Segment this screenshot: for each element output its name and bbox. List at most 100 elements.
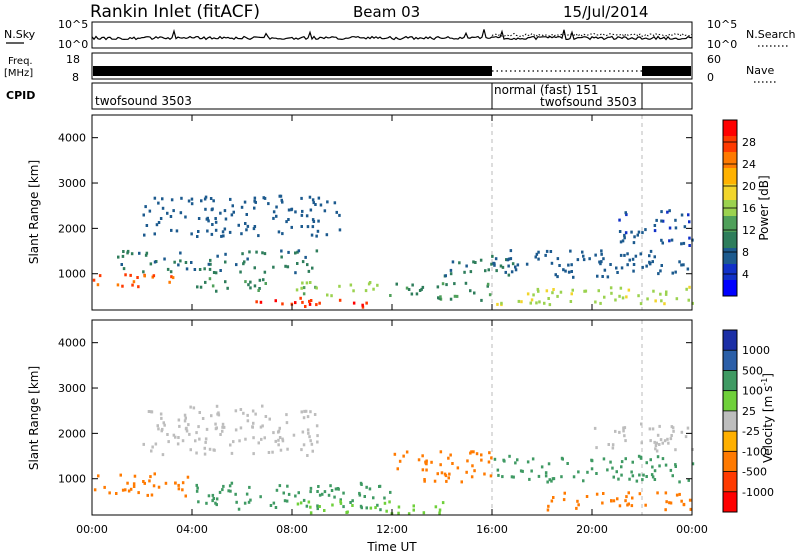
heatmap-cell	[638, 492, 642, 496]
heatmap-cell	[599, 301, 602, 305]
heatmap-cell	[179, 211, 183, 215]
heatmap-cell	[648, 262, 652, 266]
heatmap-cell	[494, 257, 498, 261]
heatmap-cell	[294, 251, 297, 255]
heatmap-cell	[598, 260, 601, 264]
heatmap-cell	[548, 478, 551, 482]
heatmap-cell	[637, 230, 641, 234]
heatmap-cell	[132, 280, 136, 284]
heatmap-cell	[441, 282, 445, 286]
heatmap-cell	[198, 411, 201, 414]
heatmap-cell	[159, 412, 163, 416]
heatmap-cell	[243, 200, 247, 204]
heatmap-cell	[170, 228, 173, 232]
heatmap-cell	[252, 436, 255, 440]
heatmap-cell	[300, 196, 303, 200]
heatmap-cell	[453, 282, 456, 286]
heatmap-cell	[129, 273, 132, 277]
heatmap-cell	[600, 249, 603, 253]
heatmap-cell	[132, 482, 136, 486]
heatmap-cell	[294, 271, 297, 275]
heatmap-cell	[153, 196, 157, 200]
heatmap-cell	[674, 270, 677, 274]
heatmap-cell	[651, 260, 654, 264]
heatmap-cell	[567, 270, 571, 274]
heatmap-cell	[664, 292, 668, 296]
heatmap-cell	[282, 491, 285, 495]
heatmap-cell	[333, 201, 337, 205]
heatmap-cell	[575, 506, 578, 510]
heatmap-cell	[537, 474, 541, 478]
heatmap-cell	[603, 268, 607, 272]
heatmap-cell	[307, 431, 310, 435]
heatmap-cell	[615, 266, 618, 270]
heatmap-cell	[316, 490, 319, 493]
heatmap-cell	[517, 299, 521, 303]
heatmap-cell	[184, 416, 187, 420]
heatmap-cell	[621, 296, 625, 300]
velocity-y-axis: 1000 2000 3000 4000	[58, 337, 692, 486]
heatmap-cell	[464, 281, 468, 285]
heatmap-cell	[642, 473, 645, 477]
heatmap-cell	[680, 242, 683, 246]
colorbar-swatch	[723, 451, 737, 472]
heatmap-cell	[469, 270, 473, 274]
heatmap-cell	[281, 232, 284, 236]
heatmap-cell	[680, 263, 683, 267]
colorbar-swatch	[723, 330, 737, 351]
heatmap-cell	[229, 197, 232, 201]
heatmap-cell	[178, 424, 181, 428]
heatmap-cell	[665, 500, 668, 504]
heatmap-cell	[267, 451, 271, 454]
heatmap-cell	[240, 205, 244, 209]
heatmap-cell	[358, 493, 362, 497]
heatmap-cell	[184, 261, 188, 264]
heatmap-cell	[625, 495, 628, 499]
colorbar-tick-label: -100	[742, 445, 767, 458]
heatmap-cell	[155, 223, 159, 227]
heatmap-cell	[465, 470, 468, 474]
heatmap-cell	[274, 439, 277, 443]
heatmap-cell	[166, 433, 169, 436]
heatmap-cell	[319, 203, 323, 207]
nsearch-tick-bottom: 10^0	[707, 38, 737, 51]
heatmap-cell	[489, 474, 493, 478]
heatmap-cell	[307, 269, 311, 273]
heatmap-cell	[639, 456, 643, 460]
heatmap-cell	[602, 492, 605, 495]
heatmap-cell	[239, 426, 243, 430]
heatmap-cell	[310, 233, 314, 237]
heatmap-cell	[572, 275, 575, 279]
heatmap-cell	[257, 234, 260, 238]
heatmap-cell	[618, 218, 621, 222]
heatmap-cell	[309, 486, 313, 490]
heatmap-cell	[290, 225, 293, 229]
heatmap-cell	[211, 499, 214, 503]
heatmap-cell	[268, 417, 271, 421]
heatmap-cell	[317, 196, 321, 200]
heatmap-cell	[260, 437, 263, 441]
heatmap-cell	[300, 225, 303, 228]
heatmap-cell	[217, 413, 221, 417]
heatmap-cell	[187, 199, 191, 203]
heatmap-cell	[121, 488, 125, 492]
heatmap-cell	[235, 500, 238, 504]
heatmap-cell	[335, 210, 338, 214]
heatmap-cell	[278, 194, 281, 198]
heatmap-cell	[687, 213, 690, 217]
heatmap-cell	[682, 241, 686, 245]
heatmap-cell	[296, 262, 299, 265]
y-tick-label: 2000	[58, 427, 86, 440]
colorbar-frame	[722, 329, 738, 513]
heatmap-cell	[285, 421, 289, 425]
heatmap-cell	[623, 233, 626, 237]
heatmap-cell	[215, 426, 218, 430]
heatmap-cell	[278, 484, 282, 488]
heatmap-cell	[244, 280, 247, 284]
heatmap-cell	[232, 440, 235, 444]
cpid-segment-twofsound: twofsound 3503	[95, 94, 192, 108]
heatmap-cell	[116, 283, 120, 287]
heatmap-cell	[214, 501, 217, 505]
heatmap-cell	[368, 281, 372, 284]
heatmap-cell	[175, 229, 179, 233]
